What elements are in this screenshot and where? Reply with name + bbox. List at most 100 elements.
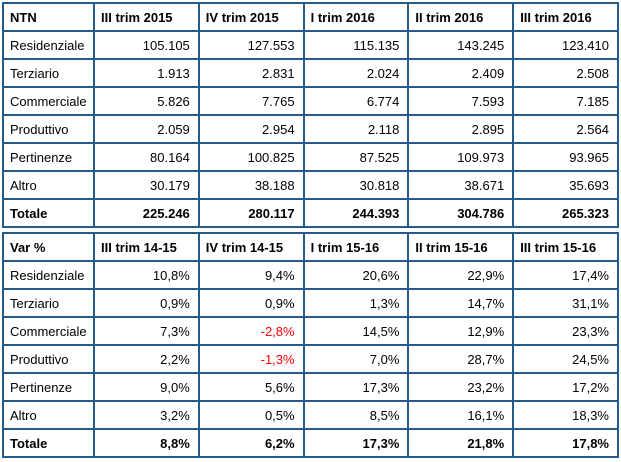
cell-value: 7.593 (407, 86, 515, 116)
cell-value: 12,9% (407, 316, 515, 346)
row-label: Pertinenze (2, 372, 95, 402)
cell-value: 30.179 (93, 170, 200, 200)
cell-value: 17,4% (512, 260, 619, 290)
cell-value: 127.553 (197, 30, 305, 60)
cell-value: 35.693 (512, 170, 619, 200)
cell-value: 30.818 (302, 170, 410, 200)
cell-value: 244.393 (302, 198, 410, 228)
cell-value: 10,8% (93, 260, 200, 290)
cell-value: 6.774 (302, 86, 410, 116)
column-header: I trim 15-16 (302, 232, 410, 262)
row-label: Altro (2, 400, 95, 430)
cell-value: 14,7% (407, 288, 515, 318)
row-label: Terziario (2, 58, 95, 88)
table-row: Terziario 1.913 2.831 2.024 2.409 2.508 (2, 58, 619, 88)
cell-value: 7.765 (197, 86, 305, 116)
header-row: NTN III trim 2015 IV trim 2015 I trim 2016 I… (2, 2, 619, 32)
var-percent-table: Var % III trim 14-15 IV trim 14-15 I trim 1… (2, 232, 619, 458)
cell-value: 115.135 (302, 30, 410, 60)
row-label: Produttivo (2, 344, 95, 374)
row-label: Altro (2, 170, 95, 200)
cell-value: 7,0% (302, 344, 410, 374)
table-title: Var % (2, 232, 95, 262)
cell-value: 225.246 (93, 198, 200, 228)
cell-value: 8,8% (93, 428, 200, 458)
cell-value: 304.786 (407, 198, 515, 228)
row-label: Terziario (2, 288, 95, 318)
cell-value: 8,5% (302, 400, 410, 430)
cell-value: 23,2% (407, 372, 515, 402)
cell-value: 17,8% (512, 428, 619, 458)
cell-value: 2.831 (197, 58, 305, 88)
cell-value: 24,5% (512, 344, 619, 374)
cell-value: 80.164 (93, 142, 200, 172)
cell-value: 2.954 (197, 114, 305, 144)
cell-value: 38.188 (197, 170, 305, 200)
cell-value: 143.245 (407, 30, 515, 60)
row-label: Pertinenze (2, 142, 95, 172)
cell-value: 5,6% (197, 372, 305, 402)
cell-value: 6,2% (197, 428, 305, 458)
cell-value: 0,5% (197, 400, 305, 430)
table-row: Altro 3,2% 0,5% 8,5% 16,1% 18,3% (2, 400, 619, 430)
table-row: Pertinenze 9,0% 5,6% 17,3% 23,2% 17,2% (2, 372, 619, 402)
cell-value: 9,0% (93, 372, 200, 402)
cell-value: 2.409 (407, 58, 515, 88)
row-label: Totale (2, 428, 95, 458)
column-header: IV trim 2015 (197, 2, 305, 32)
column-header: III trim 15-16 (512, 232, 619, 262)
cell-value: 1.913 (93, 58, 200, 88)
cell-value: 14,5% (302, 316, 410, 346)
table-row: Residenziale 105.105 127.553 115.135 143.245… (2, 30, 619, 60)
cell-value: 7,3% (93, 316, 200, 346)
cell-value: 105.105 (93, 30, 200, 60)
cell-value: 9,4% (197, 260, 305, 290)
cell-value: 17,3% (302, 428, 410, 458)
table-row: Totale 225.246 280.117 244.393 304.786 265.32… (2, 198, 619, 228)
cell-value: 2.024 (302, 58, 410, 88)
row-label: Residenziale (2, 30, 95, 60)
cell-value: 31,1% (512, 288, 619, 318)
row-label: Residenziale (2, 260, 95, 290)
cell-value: 22,9% (407, 260, 515, 290)
cell-value: 87.525 (302, 142, 410, 172)
header-row: Var % III trim 14-15 IV trim 14-15 I trim 1… (2, 232, 619, 262)
cell-value: 0,9% (197, 288, 305, 318)
row-label: Commerciale (2, 86, 95, 116)
cell-value: 20,6% (302, 260, 410, 290)
cell-value: -1,3% (197, 344, 305, 374)
cell-value: -2,8% (197, 316, 305, 346)
column-header: III trim 2015 (93, 2, 200, 32)
cell-value: 17,3% (302, 372, 410, 402)
ntn-table: NTN III trim 2015 IV trim 2015 I trim 2016 I… (2, 2, 619, 228)
table-row: Pertinenze 80.164 100.825 87.525 109.973 93.9… (2, 142, 619, 172)
cell-value: 18,3% (512, 400, 619, 430)
cell-value: 93.965 (512, 142, 619, 172)
table-row: Altro 30.179 38.188 30.818 38.671 35.693 (2, 170, 619, 200)
cell-value: 100.825 (197, 142, 305, 172)
cell-value: 123.410 (512, 30, 619, 60)
table-row: Totale 8,8% 6,2% 17,3% 21,8% 17,8% (2, 428, 619, 458)
table-row: Terziario 0,9% 0,9% 1,3% 14,7% 31,1% (2, 288, 619, 318)
column-header: III trim 14-15 (93, 232, 200, 262)
cell-value: 0,9% (93, 288, 200, 318)
table-row: Produttivo 2,2% -1,3% 7,0% 28,7% 24,5% (2, 344, 619, 374)
table-row: Commerciale 5.826 7.765 6.774 7.593 7.185 (2, 86, 619, 116)
cell-value: 28,7% (407, 344, 515, 374)
cell-value: 280.117 (197, 198, 305, 228)
cell-value: 38.671 (407, 170, 515, 200)
table-row: Residenziale 10,8% 9,4% 20,6% 22,9% 17,4% (2, 260, 619, 290)
column-header: II trim 15-16 (407, 232, 515, 262)
row-label: Produttivo (2, 114, 95, 144)
cell-value: 2.118 (302, 114, 410, 144)
row-label: Commerciale (2, 316, 95, 346)
table-title: NTN (2, 2, 95, 32)
cell-value: 16,1% (407, 400, 515, 430)
column-header: II trim 2016 (407, 2, 515, 32)
column-header: IV trim 14-15 (197, 232, 305, 262)
table-row: Commerciale 7,3% -2,8% 14,5% 12,9% 23,3% (2, 316, 619, 346)
row-label: Totale (2, 198, 95, 228)
cell-value: 21,8% (407, 428, 515, 458)
cell-value: 3,2% (93, 400, 200, 430)
